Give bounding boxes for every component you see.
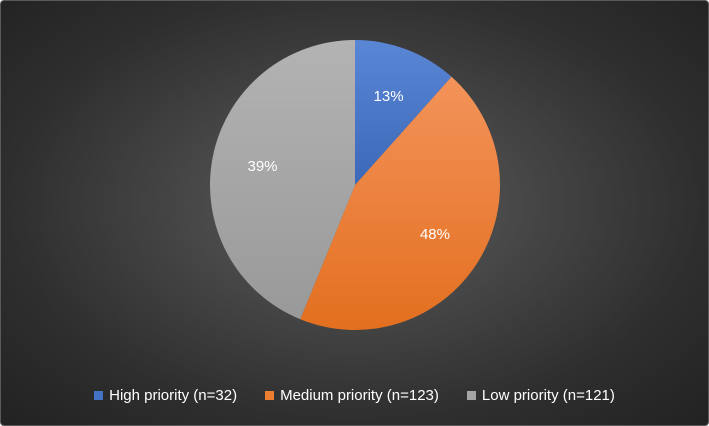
legend-swatch-high-priority <box>94 391 104 400</box>
pie-slice-low-priority <box>210 40 355 320</box>
legend-swatch-low-priority <box>466 391 476 400</box>
legend-item-medium-priority: Medium priority (n=123) <box>265 387 439 404</box>
legend-label-low-priority: Low priority (n=121) <box>481 387 615 404</box>
data-label-medium-priority: 48% <box>420 226 450 243</box>
legend: High priority (n=32) Medium priority (n=… <box>1 387 708 404</box>
data-label-low-priority: 39% <box>247 158 277 175</box>
legend-item-low-priority: Low priority (n=121) <box>466 387 615 404</box>
legend-label-high-priority: High priority (n=32) <box>109 387 238 404</box>
pie-slice-high-priority <box>355 40 452 185</box>
legend-swatch-medium-priority <box>265 391 275 400</box>
legend-label-medium-priority: Medium priority (n=123) <box>280 387 439 404</box>
pie-slice-medium-priority <box>300 76 500 330</box>
legend-item-high-priority: High priority (n=32) <box>94 387 237 404</box>
data-label-high-priority: 13% <box>374 88 404 105</box>
